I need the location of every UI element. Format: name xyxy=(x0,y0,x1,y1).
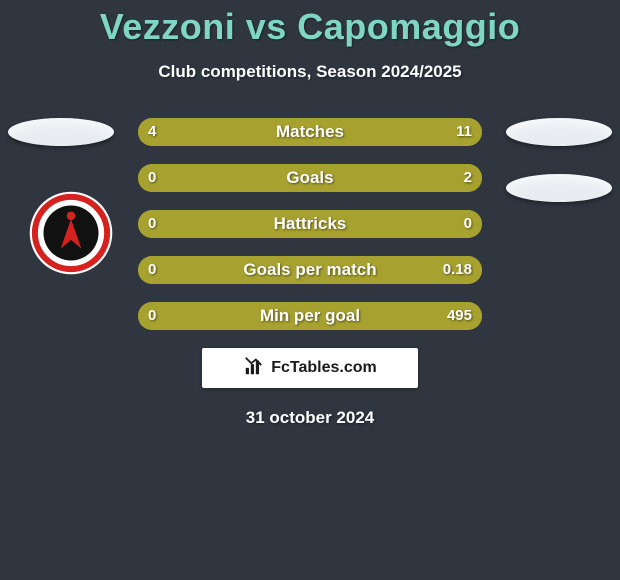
stat-value-right: 0.18 xyxy=(443,256,472,284)
bar-fill-right xyxy=(138,164,482,192)
avatar-right-1 xyxy=(506,118,612,146)
date-label: 31 october 2024 xyxy=(0,408,620,428)
stat-row: 00Hattricks xyxy=(138,210,482,238)
brand-text: FcTables.com xyxy=(271,359,377,377)
avatar-left xyxy=(8,118,114,146)
page-title: Vezzoni vs Capomaggio xyxy=(0,0,620,48)
vs-separator: vs xyxy=(235,6,297,47)
stat-row: 0495Min per goal xyxy=(138,302,482,330)
stat-value-right: 0 xyxy=(464,210,472,238)
stat-row: 00.18Goals per match xyxy=(138,256,482,284)
stat-value-left: 0 xyxy=(148,210,156,238)
club-badge-left xyxy=(28,190,114,276)
stat-bars: 411Matches02Goals00Hattricks00.18Goals p… xyxy=(138,118,482,330)
player-right-name: Capomaggio xyxy=(297,6,520,47)
player-left-name: Vezzoni xyxy=(100,6,236,47)
bar-fill-right xyxy=(231,118,482,146)
stat-row: 411Matches xyxy=(138,118,482,146)
brand-badge[interactable]: FcTables.com xyxy=(202,348,418,388)
bar-fill-right xyxy=(138,302,482,330)
subtitle: Club competitions, Season 2024/2025 xyxy=(0,62,620,82)
stat-value-left: 4 xyxy=(148,118,156,146)
bar-fill-left xyxy=(138,210,310,238)
comparison-stage: 411Matches02Goals00Hattricks00.18Goals p… xyxy=(0,118,620,330)
stat-value-left: 0 xyxy=(148,302,156,330)
bar-chart-icon xyxy=(243,355,265,382)
bar-fill-right xyxy=(138,256,482,284)
stat-value-left: 0 xyxy=(148,256,156,284)
bar-fill-right xyxy=(310,210,482,238)
stat-value-left: 0 xyxy=(148,164,156,192)
stat-row: 02Goals xyxy=(138,164,482,192)
stat-value-right: 495 xyxy=(447,302,472,330)
stat-value-right: 11 xyxy=(456,118,472,146)
stat-value-right: 2 xyxy=(464,164,472,192)
avatar-right-2 xyxy=(506,174,612,202)
